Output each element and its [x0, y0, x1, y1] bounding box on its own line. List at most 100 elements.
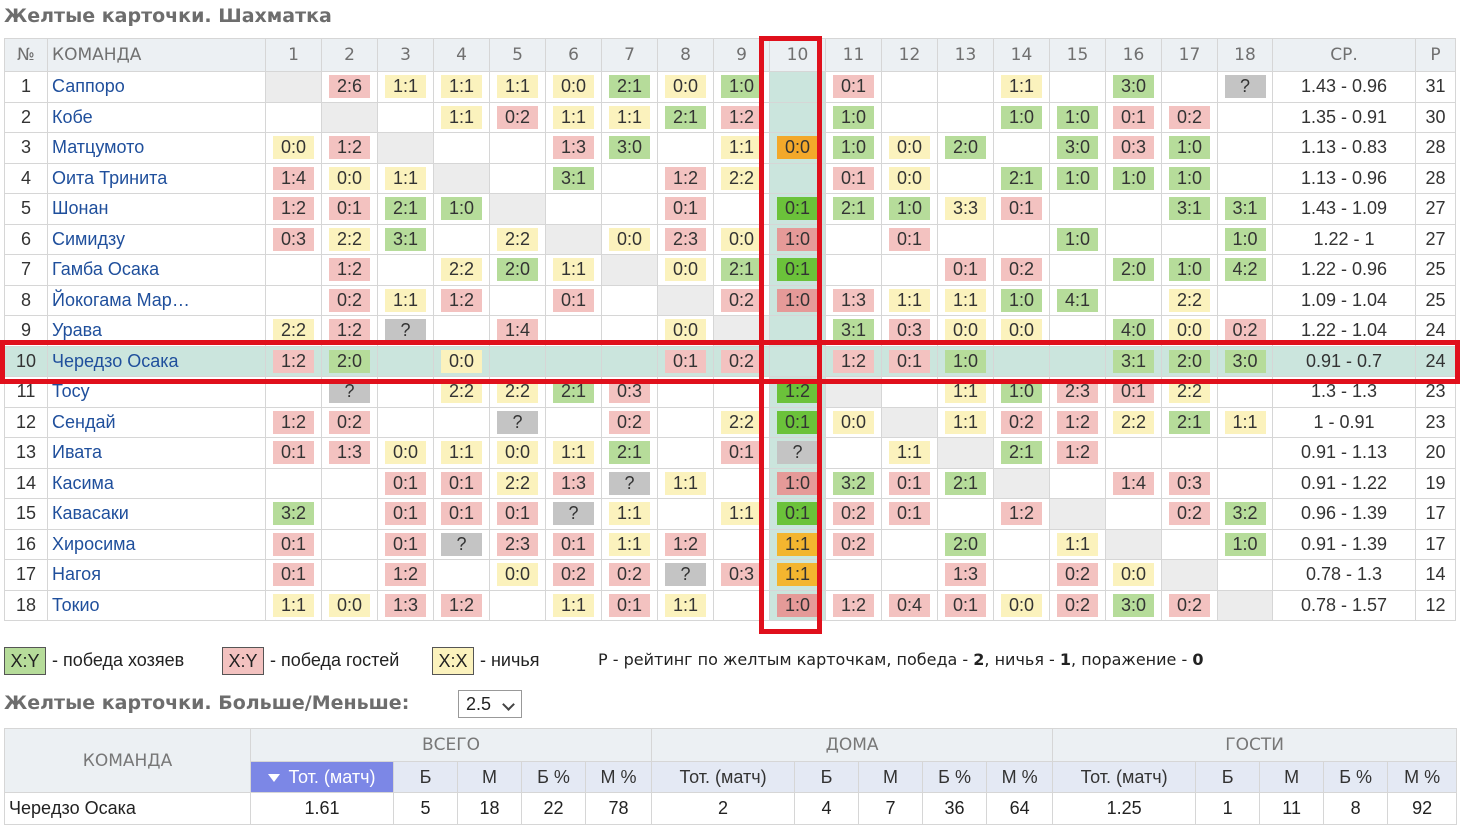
- header-col-16[interactable]: 16: [1105, 38, 1162, 72]
- match-score[interactable]: 0:1: [1001, 197, 1042, 221]
- header-col-15[interactable]: 15: [1049, 38, 1106, 72]
- match-score[interactable]: 0:2: [329, 410, 370, 434]
- match-score[interactable]: 0:3: [889, 319, 930, 343]
- match-score[interactable]: 1:2: [665, 166, 706, 190]
- ou-subheader-away-2[interactable]: М: [1259, 761, 1325, 793]
- match-score[interactable]: 0:0: [1113, 563, 1154, 587]
- match-score[interactable]: 2:0: [1113, 258, 1154, 282]
- team-link[interactable]: Тосу: [52, 381, 90, 402]
- match-score[interactable]: 2:1: [1169, 410, 1210, 434]
- match-score[interactable]: 1:1: [777, 532, 818, 556]
- match-score[interactable]: 2:2: [1169, 288, 1210, 312]
- match-score[interactable]: 0:1: [441, 502, 482, 526]
- team-link[interactable]: Шонан: [52, 198, 109, 219]
- match-score[interactable]: 1:1: [273, 593, 314, 617]
- match-score[interactable]: 1:0: [777, 288, 818, 312]
- match-score[interactable]: 1:4: [273, 166, 314, 190]
- match-score[interactable]: 0:2: [609, 410, 650, 434]
- match-score[interactable]: 0:0: [1169, 319, 1210, 343]
- ou-subheader-total-0[interactable]: Тот. (матч): [250, 761, 394, 793]
- match-score[interactable]: 1:0: [1057, 227, 1098, 251]
- match-score[interactable]: 3:0: [609, 136, 650, 160]
- ou-subheader-total-1[interactable]: Б: [393, 761, 458, 793]
- match-score[interactable]: 1:0: [1057, 166, 1098, 190]
- match-score[interactable]: 0:1: [385, 502, 426, 526]
- match-score[interactable]: 2:1: [609, 75, 650, 99]
- ou-subheader-total-4[interactable]: М %: [584, 761, 653, 793]
- match-score[interactable]: 2:0: [1169, 349, 1210, 373]
- match-score[interactable]: 0:1: [777, 410, 818, 434]
- match-score[interactable]: 1:2: [385, 563, 426, 587]
- match-score[interactable]: 1:1: [441, 441, 482, 465]
- match-score[interactable]: 0:2: [1169, 105, 1210, 129]
- match-score[interactable]: 1:2: [441, 288, 482, 312]
- match-score[interactable]: 0:0: [1001, 319, 1042, 343]
- match-score[interactable]: 0:0: [665, 319, 706, 343]
- match-score[interactable]: 0:0: [609, 227, 650, 251]
- match-score[interactable]: 0:0: [441, 349, 482, 373]
- match-score[interactable]: 0:0: [665, 258, 706, 282]
- match-score[interactable]: 1:1: [721, 502, 762, 526]
- match-score[interactable]: 1:1: [945, 380, 986, 404]
- match-score[interactable]: 0:0: [833, 410, 874, 434]
- match-score[interactable]: 1:2: [721, 105, 762, 129]
- ou-subheader-home-3[interactable]: Б %: [922, 761, 988, 793]
- match-score[interactable]: 2:0: [329, 349, 370, 373]
- ou-subheader-home-4[interactable]: М %: [986, 761, 1054, 793]
- match-score[interactable]: 1:1: [1001, 75, 1042, 99]
- team-link[interactable]: Нагоя: [52, 564, 101, 585]
- match-score[interactable]: 1:1: [553, 441, 594, 465]
- match-score[interactable]: 0:1: [833, 166, 874, 190]
- match-score[interactable]: 2:1: [1001, 441, 1042, 465]
- ou-subheader-total-3[interactable]: Б %: [521, 761, 586, 793]
- match-score[interactable]: 2:2: [497, 227, 538, 251]
- match-score[interactable]: 1:1: [889, 441, 930, 465]
- match-score[interactable]: 0:2: [609, 563, 650, 587]
- match-score[interactable]: 2:1: [833, 197, 874, 221]
- match-score[interactable]: 2:1: [1001, 166, 1042, 190]
- match-score[interactable]: 2:2: [1169, 380, 1210, 404]
- match-score[interactable]: 4:0: [1113, 319, 1154, 343]
- match-score[interactable]: 0:3: [721, 563, 762, 587]
- match-score[interactable]: 0:2: [1169, 593, 1210, 617]
- match-score[interactable]: 0:2: [1001, 410, 1042, 434]
- team-link[interactable]: Хиросима: [52, 533, 136, 554]
- team-link[interactable]: Кавасаки: [52, 503, 129, 524]
- match-score[interactable]: 1:1: [609, 502, 650, 526]
- match-score[interactable]: 2:1: [609, 441, 650, 465]
- match-score[interactable]: 1:1: [385, 288, 426, 312]
- match-score[interactable]: 1:1: [441, 75, 482, 99]
- match-score[interactable]: 1:1: [609, 532, 650, 556]
- match-score[interactable]: 1:0: [1001, 105, 1042, 129]
- ou-subheader-total-2[interactable]: М: [457, 761, 522, 793]
- match-score[interactable]: 0:1: [329, 197, 370, 221]
- match-score[interactable]: 0:3: [609, 380, 650, 404]
- match-score[interactable]: 2:0: [945, 136, 986, 160]
- ou-header-team[interactable]: КОМАНДА: [4, 728, 251, 793]
- ou-subheader-away-4[interactable]: М %: [1387, 761, 1458, 793]
- match-score[interactable]: 2:2: [497, 471, 538, 495]
- match-score[interactable]: 1:2: [441, 593, 482, 617]
- match-score[interactable]: 1:0: [777, 227, 818, 251]
- match-score[interactable]: 2:1: [665, 105, 706, 129]
- match-score[interactable]: 1:2: [1057, 441, 1098, 465]
- match-score[interactable]: 0:0: [889, 136, 930, 160]
- match-score[interactable]: 3:0: [1224, 349, 1266, 373]
- match-score[interactable]: 1:2: [1057, 410, 1098, 434]
- match-score[interactable]: 1:1: [497, 75, 538, 99]
- header-col-17[interactable]: 17: [1161, 38, 1218, 72]
- match-score[interactable]: 1:2: [833, 593, 874, 617]
- match-score[interactable]: 1:2: [273, 197, 314, 221]
- match-score[interactable]: 0:1: [1113, 380, 1154, 404]
- match-score[interactable]: 1:4: [1113, 471, 1154, 495]
- match-score[interactable]: 1:0: [1001, 380, 1042, 404]
- match-score[interactable]: 0:0: [497, 563, 538, 587]
- match-score[interactable]: 3:1: [385, 227, 426, 251]
- match-score[interactable]: 1:2: [273, 349, 314, 373]
- header-col-3[interactable]: 3: [377, 38, 434, 72]
- header-col-4[interactable]: 4: [433, 38, 490, 72]
- match-score[interactable]: 1:1: [945, 288, 986, 312]
- match-score[interactable]: 3:1: [1224, 197, 1266, 221]
- match-score[interactable]: 1:2: [329, 258, 370, 282]
- header-col-14[interactable]: 14: [993, 38, 1050, 72]
